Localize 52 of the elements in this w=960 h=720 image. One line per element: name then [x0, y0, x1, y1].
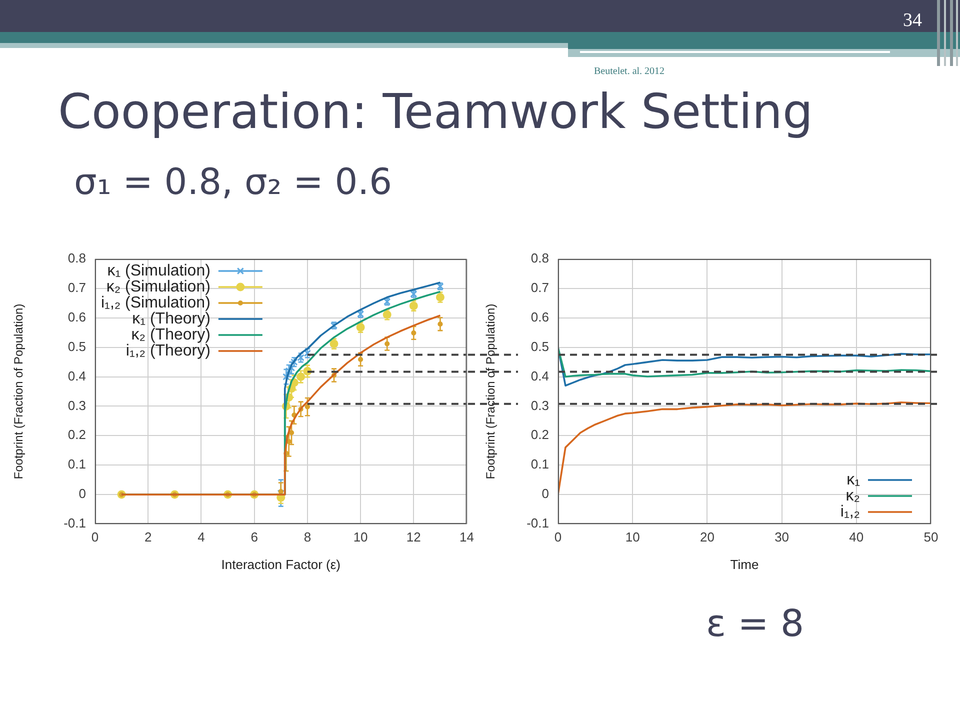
y-tick-label: 0.3 — [530, 398, 549, 413]
x-tick-label: 10 — [353, 529, 368, 544]
y-tick-label: 0 — [542, 486, 549, 502]
x-tick-label: 8 — [304, 529, 312, 544]
y-tick-label: 0.1 — [68, 456, 86, 472]
x-tick-label: 0 — [554, 529, 562, 544]
chart-subtitle: σ₁ = 0.8, σ₂ = 0.6 — [74, 162, 392, 203]
y-tick-label: 0.8 — [68, 250, 86, 266]
legend-label: i₁,₂ (Simulation) — [100, 294, 210, 312]
legend-label: κ₁ (Theory) — [132, 310, 210, 328]
legend-label: i₁,₂ (Theory) — [126, 342, 210, 360]
y-tick-label: 0.4 — [68, 368, 86, 384]
y-tick-label: -0.1 — [526, 516, 549, 531]
legend-label: κ₂ — [846, 487, 860, 504]
x-tick-label: 4 — [198, 529, 205, 544]
y-tick-label: 0.5 — [68, 338, 86, 354]
x-tick-label: 40 — [849, 529, 864, 544]
x-axis-title: Interaction Factor (ε) — [221, 556, 340, 572]
y-tick-label: 0 — [78, 486, 86, 502]
x-tick-label: 2 — [144, 529, 152, 544]
text: Beutelet. al. 2012 — [594, 66, 665, 77]
x-tick-label: 50 — [924, 529, 938, 544]
x-tick-label: 6 — [250, 529, 258, 544]
legend-label: κ₂ (Simulation) — [106, 278, 210, 296]
chart-title: Cooperation: Teamwork Setting — [58, 84, 813, 140]
y-tick-label: 0.4 — [530, 368, 549, 384]
y-tick-label: 0.6 — [530, 309, 549, 324]
y-tick-label: 0.7 — [530, 280, 549, 296]
y-tick-label: -0.1 — [64, 516, 86, 531]
x-tick-label: 12 — [406, 529, 421, 544]
y-axis-title: Footprint (Fraction of Population) — [12, 304, 26, 480]
legend-label: κ₁ — [846, 471, 860, 488]
y-tick-label: 0.7 — [68, 280, 86, 296]
y-tick-label: 0.5 — [530, 338, 549, 354]
x-tick-label: 0 — [91, 529, 99, 544]
y-tick-label: 0.3 — [68, 398, 86, 413]
x-tick-label: 20 — [700, 529, 714, 544]
y-axis-title: Footprint (Fraction of Population) — [484, 304, 498, 480]
text: 34 — [903, 10, 922, 31]
legend-label: κ₂ (Theory) — [131, 326, 210, 344]
legend-label: i₁,₂ — [840, 503, 860, 520]
y-tick-label: 0.2 — [530, 427, 549, 442]
y-tick-label: 0.2 — [68, 427, 86, 442]
x-tick-label: 14 — [460, 529, 474, 544]
y-tick-label: 0.8 — [530, 250, 549, 266]
y-tick-label: 0.6 — [68, 309, 86, 324]
x-tick-label: 10 — [625, 529, 640, 544]
text: ε = 8 — [706, 602, 804, 645]
x-axis-title: Time — [730, 556, 759, 572]
y-tick-label: 0.1 — [530, 456, 549, 472]
legend-label: κ₁ (Simulation) — [107, 262, 210, 280]
x-tick-label: 30 — [774, 529, 790, 544]
